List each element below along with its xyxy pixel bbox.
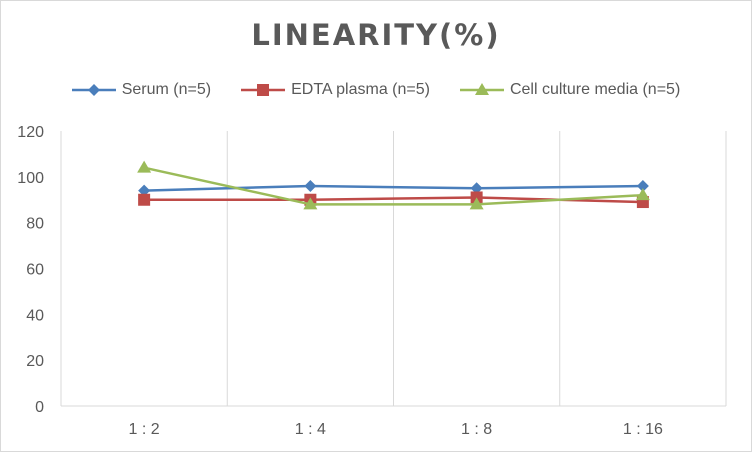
legend-swatch	[241, 84, 286, 96]
x-tick-label: 1 : 8	[461, 421, 492, 438]
data-point-0	[304, 180, 317, 192]
y-tick-label: 20	[26, 353, 44, 370]
y-tick-label: 0	[35, 399, 44, 416]
legend-label: Serum (n=5)	[121, 81, 212, 98]
data-point-2	[635, 188, 650, 201]
data-point-2	[137, 160, 152, 173]
legend-item: Cell culture media (n=5)	[459, 81, 681, 99]
data-point-0	[636, 180, 649, 192]
data-point-2	[303, 197, 318, 210]
x-tick-label: 1 : 4	[295, 421, 326, 438]
data-point-0	[138, 184, 151, 197]
legend-swatch	[459, 83, 504, 95]
legend-label: EDTA plasma (n=5)	[291, 81, 430, 98]
data-point-2	[469, 197, 484, 210]
legend-swatch	[71, 84, 116, 96]
y-tick-label: 80	[26, 216, 44, 233]
series-line-2	[143, 166, 643, 206]
data-point-0	[470, 182, 483, 195]
y-tick-label: 100	[17, 170, 44, 187]
y-tick-label: 60	[26, 262, 44, 279]
y-tick-label: 120	[17, 124, 44, 141]
legend: Serum (n=5) EDTA plasma (n=5) Cell culture…	[0, 78, 752, 102]
legend-item: EDTA plasma (n=5)	[241, 81, 430, 99]
x-tick-label: 1 : 16	[623, 421, 663, 438]
legend-label: Cell culture media (n=5)	[509, 81, 681, 98]
y-tick-label: 40	[26, 307, 44, 324]
series-line-0	[144, 184, 643, 192]
x-tick-label: 1 : 2	[129, 421, 160, 438]
chart-title: LINEARITY(%)	[251, 18, 501, 52]
legend-item: Serum (n=5)	[71, 81, 212, 99]
data-point-1	[138, 193, 151, 206]
